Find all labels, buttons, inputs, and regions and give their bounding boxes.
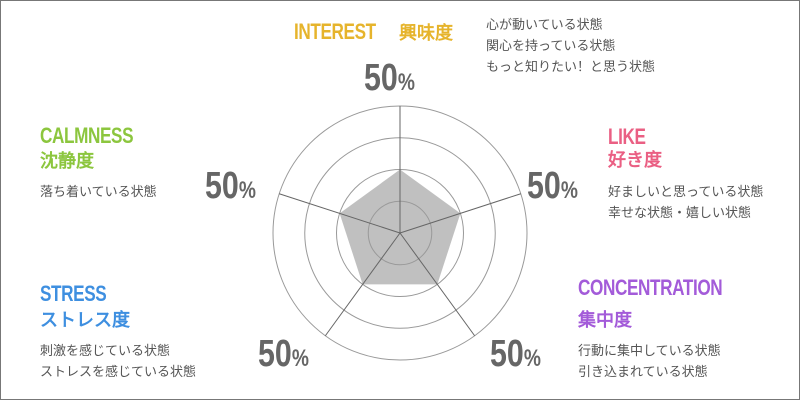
like-jp: 好き度 (608, 150, 662, 171)
concentration-value: 50% (490, 333, 541, 375)
desc-line: 心が動いている状態 (486, 18, 603, 33)
like-value: 50% (527, 165, 578, 207)
desc-line: 好ましいと思っている状態 (608, 185, 764, 200)
concentration-title: CONCENTRATION (578, 275, 723, 300)
desc-line: 行動に集中している状態 (578, 344, 721, 359)
desc-line: 刺激を感じている状態 (40, 344, 171, 359)
concentration-jp: 集中度 (578, 310, 632, 331)
stress-title: STRESS (40, 281, 107, 306)
calmness-value: 50% (205, 165, 256, 207)
like-title: LIKE (608, 124, 646, 149)
axis-like (399, 193, 521, 234)
interest-jp: 興味度 (399, 23, 453, 44)
stress-jp: ストレス度 (40, 310, 130, 331)
desc-line: 幸せな状態・嬉しい状態 (608, 206, 752, 221)
desc-line: 落ち着いている状態 (40, 185, 157, 200)
like-desc: 好ましいと思っている状態 幸せな状態・嬉しい状態 (608, 182, 763, 224)
stress-desc: 刺激を感じている状態 ストレスを感じている状態 (40, 341, 196, 383)
interest-value: 50% (364, 57, 415, 99)
calmness-jp: 沈静度 (40, 151, 94, 172)
calmness-title: CALMNESS (40, 123, 134, 148)
stress-value: 50% (258, 333, 309, 375)
interest-desc: 心が動いている状態 関心を持っている状態 もっと知りたい！と思う状態 (486, 15, 655, 78)
desc-line: ストレスを感じている状態 (40, 365, 197, 380)
axis-concentration (399, 232, 476, 337)
desc-line: 引き込まれている状態 (578, 365, 708, 380)
axis-stress (324, 232, 401, 337)
calmness-desc: 落ち着いている状態 (40, 182, 157, 203)
axis-calmness (279, 193, 401, 234)
interest-title: INTEREST (294, 19, 376, 44)
desc-line: 関心を持っている状態 (486, 39, 616, 54)
concentration-desc: 行動に集中している状態 引き込まれている状態 (578, 341, 721, 383)
desc-line: もっと知りたい！と思う状態 (486, 60, 656, 75)
